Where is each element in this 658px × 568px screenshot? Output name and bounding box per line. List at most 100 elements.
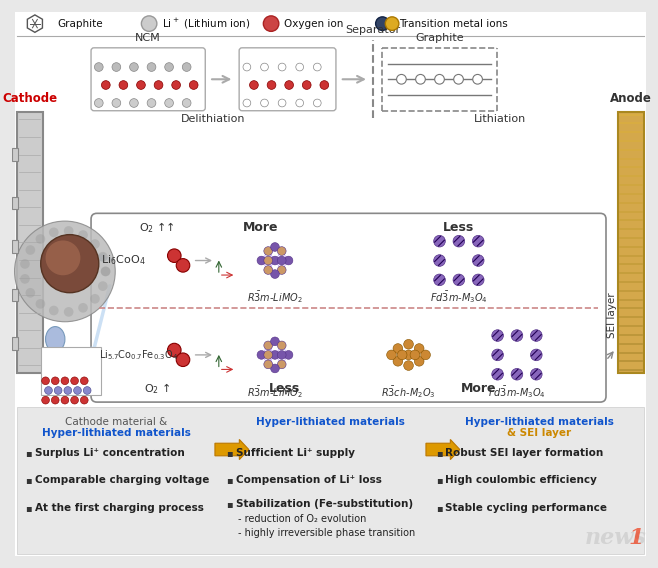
Circle shape: [137, 81, 145, 89]
Circle shape: [472, 274, 484, 286]
Text: Delithiation: Delithiation: [181, 114, 245, 124]
FancyBboxPatch shape: [618, 112, 644, 373]
Text: Transition metal ions: Transition metal ions: [399, 19, 507, 28]
Circle shape: [296, 99, 303, 107]
Text: Hyper-lithiated materials: Hyper-lithiated materials: [465, 417, 614, 427]
Circle shape: [278, 341, 286, 350]
Text: Less: Less: [443, 222, 474, 235]
Text: Li$_6$CoO$_4$: Li$_6$CoO$_4$: [101, 254, 145, 268]
Circle shape: [278, 63, 286, 71]
Circle shape: [74, 387, 82, 394]
Text: Less: Less: [269, 382, 300, 395]
Circle shape: [284, 256, 293, 265]
Circle shape: [453, 235, 465, 247]
Text: ▪: ▪: [25, 475, 32, 486]
Text: Cathode material &: Cathode material &: [65, 417, 167, 427]
Text: $R\bar{3}m$-LiMO$_2$: $R\bar{3}m$-LiMO$_2$: [247, 384, 303, 400]
Circle shape: [41, 377, 49, 385]
Circle shape: [249, 81, 259, 89]
Text: Robust SEI layer formation: Robust SEI layer formation: [445, 448, 603, 458]
Text: - highly irreversible phase transition: - highly irreversible phase transition: [238, 528, 415, 538]
Circle shape: [376, 17, 389, 31]
Circle shape: [387, 350, 396, 360]
Circle shape: [472, 235, 484, 247]
Circle shape: [278, 360, 286, 369]
Circle shape: [190, 81, 198, 89]
Circle shape: [54, 387, 62, 394]
Circle shape: [420, 350, 430, 360]
Text: Stable cycling performance: Stable cycling performance: [445, 503, 607, 512]
Text: More: More: [461, 382, 496, 395]
Text: SEI layer: SEI layer: [607, 292, 617, 338]
FancyBboxPatch shape: [12, 289, 18, 302]
FancyBboxPatch shape: [12, 240, 18, 253]
Circle shape: [264, 341, 272, 350]
Text: O$_2$ ↑: O$_2$ ↑: [143, 381, 170, 396]
Circle shape: [243, 99, 251, 107]
Circle shape: [95, 62, 103, 72]
Circle shape: [264, 266, 272, 274]
Circle shape: [98, 252, 108, 262]
Circle shape: [530, 369, 542, 380]
Circle shape: [112, 99, 120, 107]
FancyBboxPatch shape: [12, 197, 18, 210]
Circle shape: [397, 350, 407, 360]
Circle shape: [397, 74, 406, 84]
Text: Lithiation: Lithiation: [474, 114, 526, 124]
Circle shape: [511, 369, 522, 380]
Circle shape: [270, 243, 279, 251]
Circle shape: [257, 256, 266, 265]
Circle shape: [45, 387, 53, 394]
Circle shape: [20, 274, 30, 284]
FancyBboxPatch shape: [41, 347, 101, 395]
Circle shape: [270, 364, 279, 373]
Circle shape: [313, 63, 321, 71]
Circle shape: [70, 396, 78, 404]
Circle shape: [257, 350, 266, 359]
Text: Stabilization (Fe-substitution): Stabilization (Fe-substitution): [236, 499, 413, 509]
Circle shape: [95, 99, 103, 107]
Text: ▪: ▪: [436, 475, 442, 486]
Circle shape: [64, 226, 74, 236]
Circle shape: [84, 387, 91, 394]
Circle shape: [320, 81, 329, 89]
Circle shape: [264, 256, 272, 265]
FancyArrow shape: [426, 440, 460, 460]
Circle shape: [147, 99, 156, 107]
Ellipse shape: [168, 249, 181, 262]
Circle shape: [61, 377, 69, 385]
Text: At the first charging process: At the first charging process: [35, 503, 204, 512]
Circle shape: [492, 369, 503, 380]
Text: Separator: Separator: [345, 26, 400, 35]
Circle shape: [278, 256, 286, 265]
Circle shape: [45, 240, 80, 275]
Ellipse shape: [168, 343, 181, 357]
Circle shape: [130, 99, 138, 107]
Circle shape: [164, 62, 174, 72]
Circle shape: [454, 74, 463, 84]
Text: Surplus Li⁺ concentration: Surplus Li⁺ concentration: [35, 448, 185, 458]
Circle shape: [434, 235, 445, 247]
Text: $Fd\bar{3}m$-M$_3$O$_4$: $Fd\bar{3}m$-M$_3$O$_4$: [430, 289, 488, 305]
Text: Cathode: Cathode: [2, 91, 57, 105]
Circle shape: [78, 230, 88, 240]
Circle shape: [416, 74, 425, 84]
Circle shape: [270, 337, 279, 346]
Text: $R\bar{3}ch$-M$_2$O$_3$: $R\bar{3}ch$-M$_2$O$_3$: [381, 384, 436, 400]
Text: Li$_{5.7}$Co$_{0.7}$Fe$_{0.3}$O$_4$: Li$_{5.7}$Co$_{0.7}$Fe$_{0.3}$O$_4$: [99, 348, 178, 362]
Text: Compensation of Li⁺ loss: Compensation of Li⁺ loss: [236, 475, 382, 486]
Circle shape: [90, 239, 100, 249]
Circle shape: [410, 350, 420, 360]
Text: $Fd\bar{3}m$-M$_3$O$_4$: $Fd\bar{3}m$-M$_3$O$_4$: [488, 384, 546, 400]
Circle shape: [130, 62, 138, 72]
Circle shape: [51, 396, 59, 404]
Circle shape: [101, 266, 111, 276]
Text: Graphite: Graphite: [57, 19, 103, 28]
Circle shape: [80, 377, 88, 385]
Circle shape: [472, 254, 484, 266]
Circle shape: [303, 81, 311, 89]
Circle shape: [119, 81, 128, 89]
Circle shape: [415, 357, 424, 366]
Text: ▪: ▪: [226, 448, 233, 458]
FancyBboxPatch shape: [12, 148, 18, 161]
